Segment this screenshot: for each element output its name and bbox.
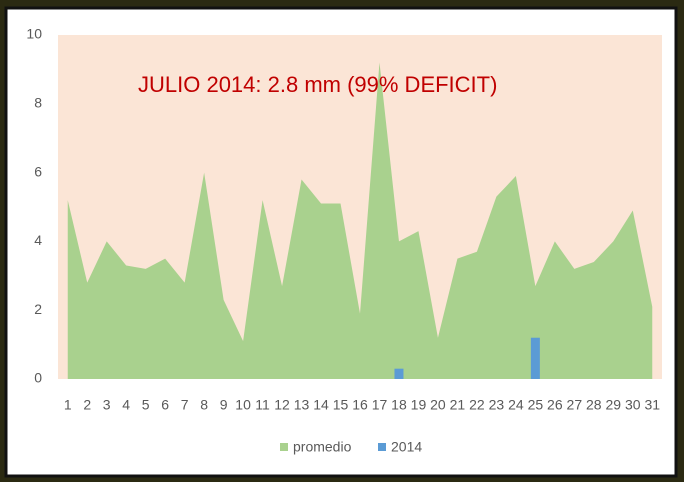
x-tick-label: 7 — [181, 397, 189, 413]
y-tick-label: 4 — [34, 232, 42, 248]
x-tick-label: 3 — [103, 397, 111, 413]
x-tick-label: 16 — [352, 397, 368, 413]
bar — [394, 368, 404, 379]
annotation: JULIO 2014: 2.8 mm (99% DEFICIT) — [138, 72, 497, 97]
y-tick-label: 2 — [34, 301, 42, 317]
y-tick-label: 6 — [34, 163, 42, 179]
legend-label: promedio — [293, 439, 352, 455]
x-tick-label: 5 — [142, 397, 150, 413]
x-tick-label: 8 — [200, 397, 208, 413]
x-tick-label: 9 — [220, 397, 228, 413]
x-tick-label: 30 — [625, 397, 641, 413]
x-tick-label: 18 — [391, 397, 407, 413]
x-tick-label: 26 — [547, 397, 563, 413]
x-tick-label: 20 — [430, 397, 446, 413]
x-tick-label: 6 — [161, 397, 169, 413]
x-tick-label: 15 — [333, 397, 349, 413]
x-tick-label: 4 — [122, 397, 130, 413]
x-tick-label: 27 — [567, 397, 583, 413]
y-tick-label: 0 — [34, 370, 42, 386]
x-tick-label: 1 — [64, 397, 72, 413]
x-tick-label: 13 — [294, 397, 310, 413]
x-tick-label: 22 — [469, 397, 485, 413]
area — [67, 62, 653, 380]
x-tick-label: 24 — [508, 397, 524, 413]
y-tick-label: 10 — [26, 26, 42, 42]
x-tick-label: 17 — [372, 397, 388, 413]
y-tick-label: 8 — [34, 95, 42, 111]
legend-swatch — [378, 443, 386, 451]
x-tick-label: 29 — [606, 397, 622, 413]
x-tick-label: 19 — [411, 397, 427, 413]
x-tick-label: 2 — [83, 397, 91, 413]
legend-label: 2014 — [391, 439, 422, 455]
x-tick-label: 14 — [313, 397, 329, 413]
x-tick-label: 12 — [274, 397, 290, 413]
x-tick-label: 25 — [528, 397, 544, 413]
legend-swatch — [280, 443, 288, 451]
x-tick-label: 21 — [450, 397, 466, 413]
bar — [530, 337, 540, 379]
x-tick-label: 10 — [235, 397, 251, 413]
x-tick-label: 31 — [644, 397, 660, 413]
x-tick-label: 11 — [255, 397, 270, 413]
x-tick-label: 28 — [586, 397, 602, 413]
x-tick-label: 23 — [489, 397, 505, 413]
